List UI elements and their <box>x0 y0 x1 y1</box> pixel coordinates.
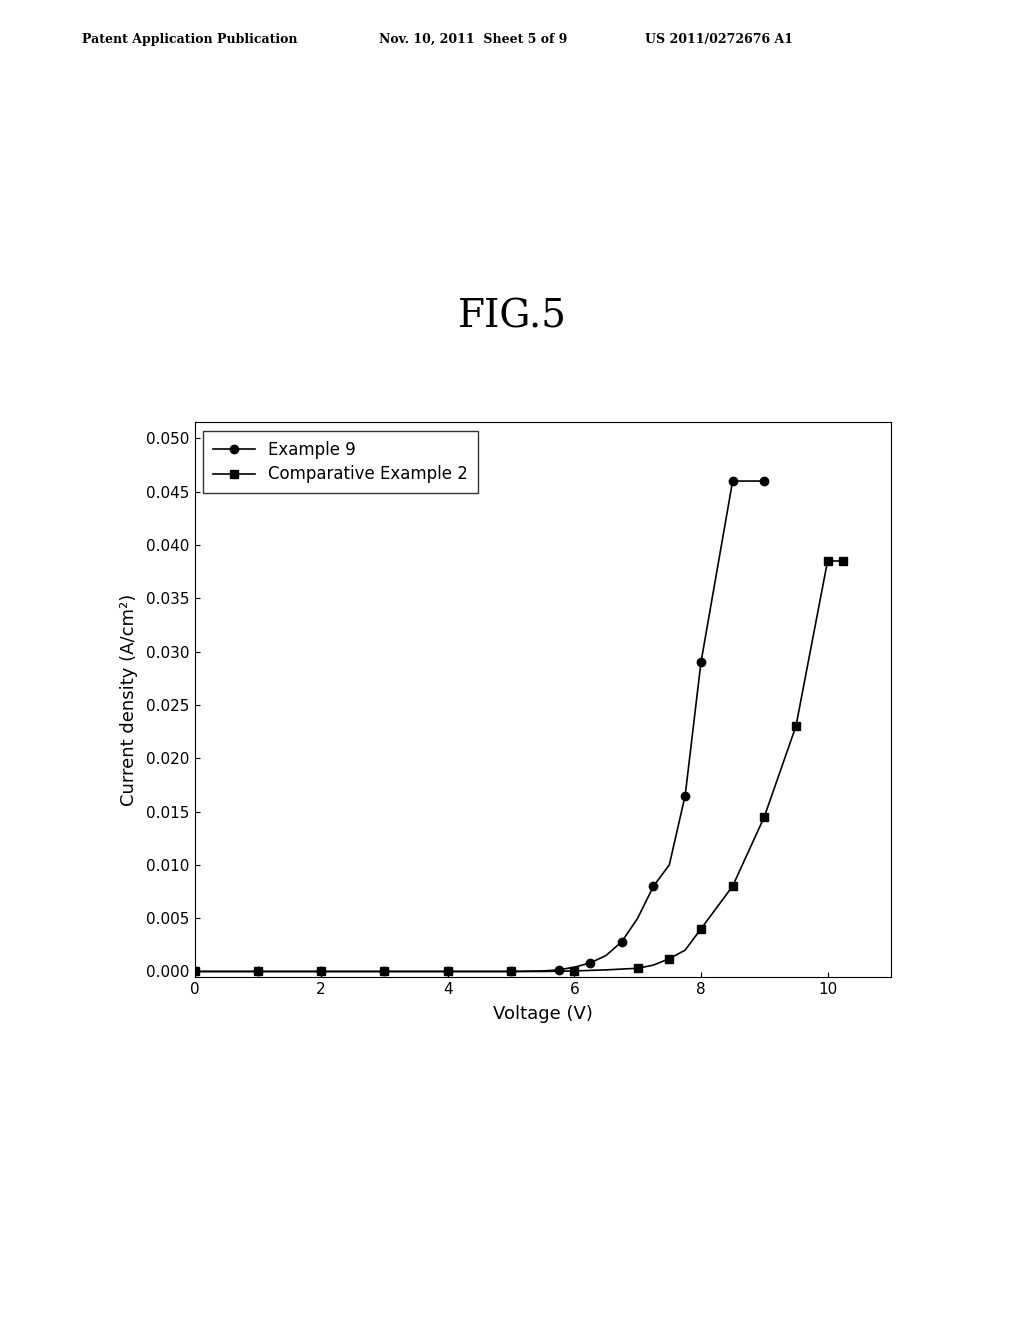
X-axis label: Voltage (V): Voltage (V) <box>493 1005 593 1023</box>
Y-axis label: Current density (A/cm²): Current density (A/cm²) <box>120 594 138 805</box>
Legend: Example 9, Comparative Example 2: Example 9, Comparative Example 2 <box>203 430 478 494</box>
Text: Patent Application Publication: Patent Application Publication <box>82 33 297 46</box>
Text: US 2011/0272676 A1: US 2011/0272676 A1 <box>645 33 794 46</box>
Text: Nov. 10, 2011  Sheet 5 of 9: Nov. 10, 2011 Sheet 5 of 9 <box>379 33 567 46</box>
Text: FIG.5: FIG.5 <box>458 298 566 335</box>
